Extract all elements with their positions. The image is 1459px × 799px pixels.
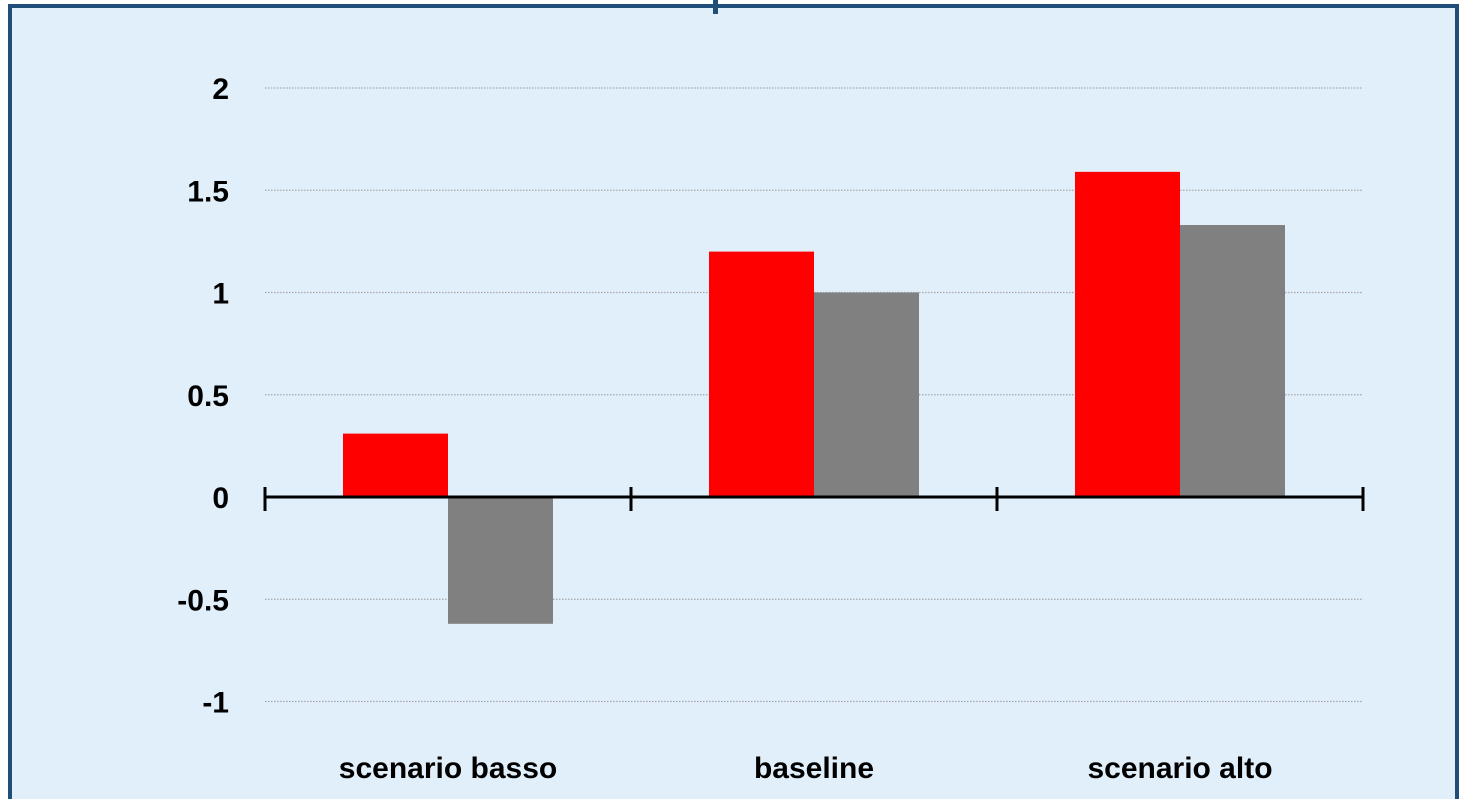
y-tick-label: -1 bbox=[202, 687, 229, 720]
y-axis-tick-labels: 2 1.5 1 0.5 0 -0.5 -1 bbox=[177, 73, 229, 720]
bar bbox=[1180, 225, 1285, 497]
bar bbox=[448, 497, 553, 624]
y-tick-label: 2 bbox=[212, 73, 229, 106]
bar bbox=[343, 433, 448, 497]
bar bbox=[1075, 171, 1180, 497]
x-category-label: baseline bbox=[754, 752, 874, 785]
x-axis-category-labels: scenario basso baseline scenario alto bbox=[339, 752, 1273, 785]
bar bbox=[814, 292, 919, 497]
bars bbox=[343, 171, 1285, 624]
y-tick-label: -0.5 bbox=[177, 584, 229, 617]
frame-top-marker bbox=[713, 0, 718, 14]
bar bbox=[709, 251, 814, 497]
y-tick-label: 1 bbox=[212, 278, 229, 311]
x-category-label: scenario alto bbox=[1087, 752, 1272, 785]
y-tick-label: 0.5 bbox=[187, 380, 229, 413]
y-tick-label: 1.5 bbox=[187, 175, 229, 208]
y-tick-label: 0 bbox=[212, 482, 229, 515]
x-axis bbox=[263, 487, 1365, 511]
x-category-label: scenario basso bbox=[339, 752, 557, 785]
